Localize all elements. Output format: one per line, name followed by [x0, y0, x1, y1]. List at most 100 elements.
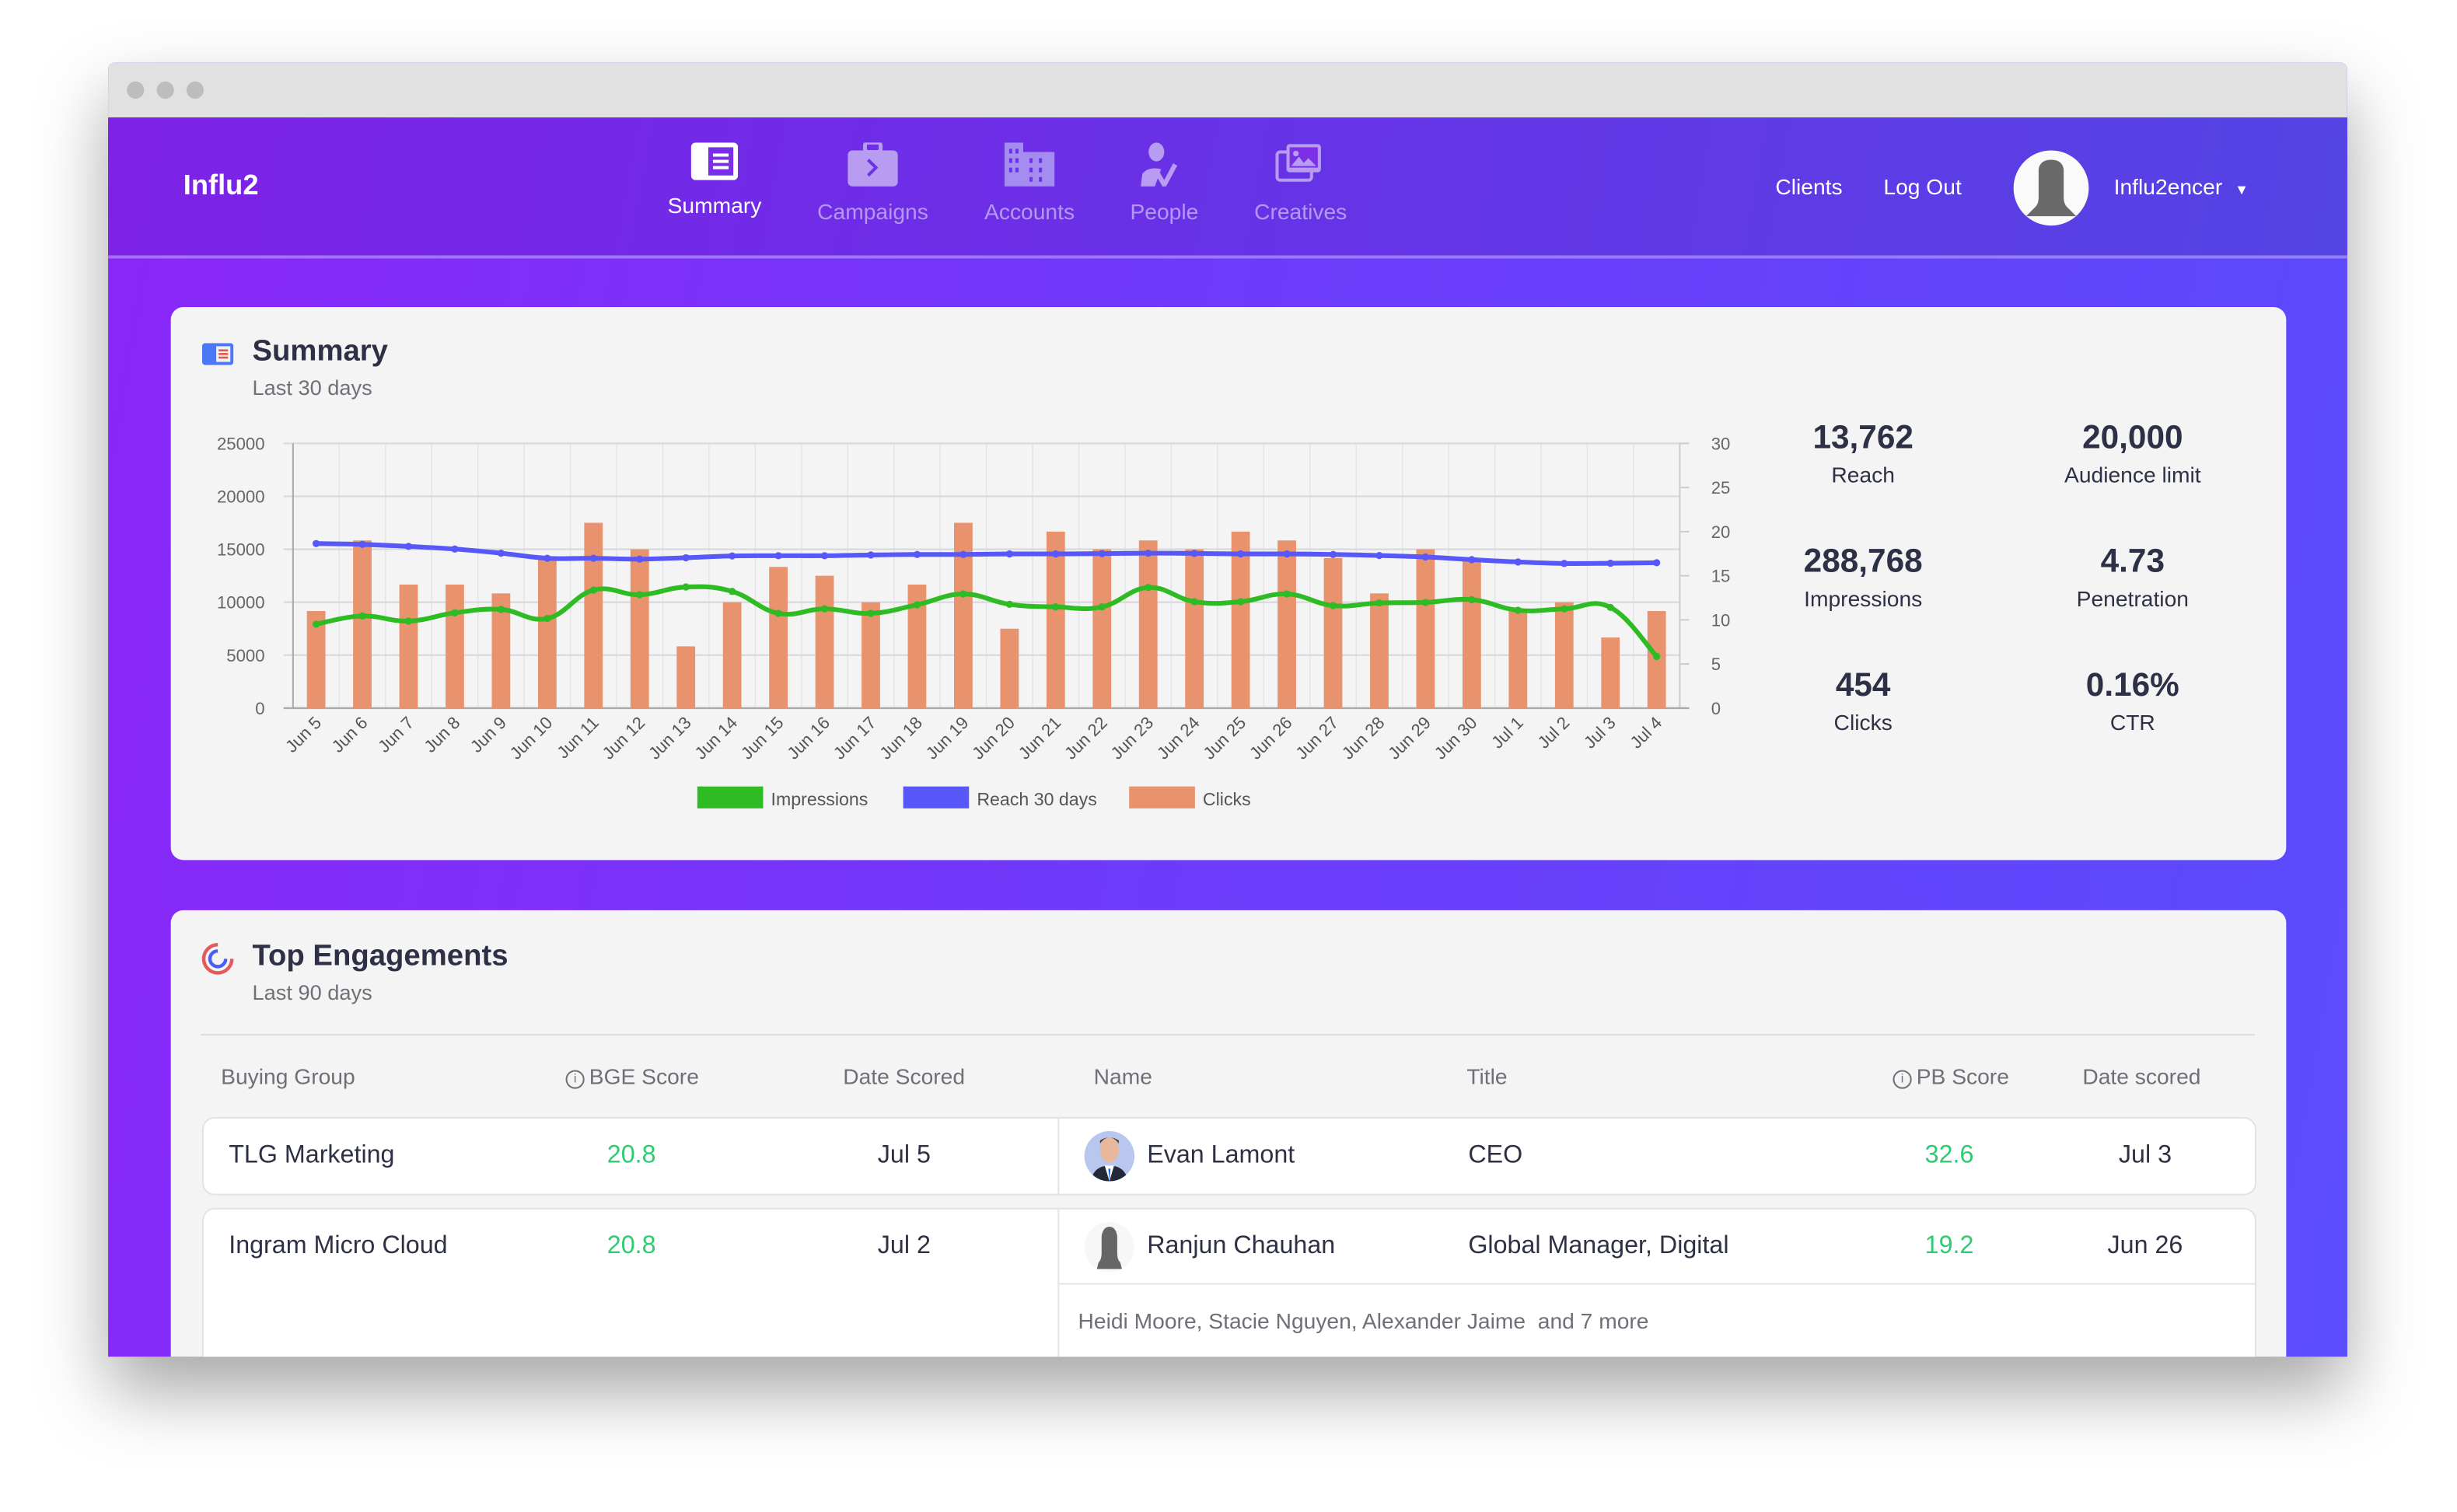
point-reach-30-days	[1329, 550, 1337, 558]
maximize-window-button[interactable]	[186, 81, 204, 99]
nav-label: Accounts	[984, 198, 1075, 225]
x-axis-tick-label: Jun 20	[968, 713, 1019, 763]
left-axis-tick-label: 5000	[226, 646, 264, 665]
x-axis-tick-label: Jun 16	[783, 713, 834, 763]
point-reach-30-days	[1561, 560, 1568, 567]
summary-icon	[690, 142, 739, 180]
x-axis-tick-label: Jul 4	[1626, 713, 1665, 753]
x-axis-tick-label: Jun 11	[553, 713, 603, 763]
bar-clicks	[1462, 557, 1481, 708]
right-axis-tick-label: 20	[1711, 522, 1731, 542]
person-name[interactable]: Ranjun Chauhan	[1147, 1233, 1336, 1260]
point-reach-30-days	[867, 551, 875, 559]
point-reach-30-days	[451, 545, 459, 553]
info-icon[interactable]: i	[1893, 1070, 1912, 1089]
point-reach-30-days	[543, 554, 551, 562]
person-avatar[interactable]	[1084, 1221, 1135, 1273]
person-date-scored: Jul 3	[2118, 1142, 2172, 1169]
nav-creatives[interactable]: Creatives	[1230, 142, 1371, 224]
header-buying-group[interactable]: Buying Group	[221, 1063, 355, 1089]
card-title: Top Engagements	[252, 940, 509, 973]
point-reach-30-days	[1052, 550, 1060, 558]
stat-value: 13,762	[1812, 420, 1914, 456]
point-impressions	[1468, 595, 1476, 604]
header-date-scored-person[interactable]: Date scored	[2082, 1063, 2201, 1089]
person-avatar[interactable]	[1084, 1131, 1135, 1182]
x-axis-tick-label: Jun 6	[328, 713, 372, 756]
point-reach-30-days	[589, 554, 597, 562]
point-impressions	[774, 609, 782, 617]
person-silhouette-icon	[1096, 1226, 1122, 1269]
person-date-scored: Jun 26	[2107, 1233, 2183, 1260]
point-impressions	[358, 612, 366, 620]
row-divider	[1057, 1118, 1060, 1194]
point-reach-30-days	[404, 543, 413, 550]
close-window-button[interactable]	[127, 81, 145, 99]
point-impressions	[1005, 600, 1013, 609]
point-reach-30-days	[682, 553, 690, 562]
card-subtitle: Last 30 days	[252, 375, 372, 400]
header-name[interactable]: Name	[1093, 1063, 1152, 1089]
point-impressions	[636, 591, 644, 599]
bar-clicks	[1370, 593, 1389, 708]
minimize-window-button[interactable]	[156, 81, 174, 99]
point-impressions	[1329, 602, 1337, 609]
x-axis-tick-label: Jun 30	[1431, 713, 1481, 763]
nav-summary[interactable]: Summary	[644, 142, 785, 218]
legend-label-impressions: Impressions	[771, 789, 869, 809]
buying-group[interactable]: Ingram Micro Cloud	[229, 1233, 448, 1260]
x-axis-tick-label: Jul 3	[1580, 713, 1620, 753]
left-axis-tick-label: 0	[255, 699, 264, 718]
logout-link[interactable]: Log Out	[1883, 173, 1962, 199]
header-pb-score[interactable]: i PB Score	[1893, 1063, 2009, 1089]
legend-swatch-reach-30-days	[903, 786, 970, 808]
stat-value: 20,000	[2082, 420, 2183, 456]
x-axis-tick-label: Jun 18	[876, 713, 926, 763]
person-photo-icon	[1090, 1137, 1129, 1182]
table-row[interactable]: TLG Marketing 20.8 Jul 5 Evan Lamont CEO…	[201, 1116, 2257, 1196]
bar-clicks	[1138, 540, 1158, 708]
info-icon[interactable]: i	[565, 1070, 585, 1089]
left-axis-tick-label: 25000	[217, 434, 265, 453]
header-title[interactable]: Title	[1466, 1063, 1508, 1089]
point-impressions	[913, 601, 921, 609]
nav-people[interactable]: People	[1094, 142, 1235, 224]
user-menu[interactable]: Influ2encer ▼	[2114, 174, 2249, 199]
stat-clicks: 454 Clicks	[1707, 668, 2020, 735]
point-impressions	[1514, 606, 1522, 614]
point-reach-30-days	[774, 552, 782, 560]
card-subtitle: Last 90 days	[252, 980, 372, 1004]
table-row[interactable]: Ingram Micro Cloud 20.8 Jul 2 Ranjun Cha…	[201, 1207, 2257, 1357]
divider	[200, 1034, 2256, 1036]
point-impressions	[1236, 598, 1245, 606]
nav-accounts[interactable]: Accounts	[959, 142, 1099, 224]
bar-clicks	[1323, 557, 1343, 708]
right-axis-tick-label: 30	[1711, 434, 1731, 453]
stat-value: 288,768	[1803, 543, 1923, 580]
point-impressions	[729, 588, 736, 595]
point-reach-30-days	[1375, 551, 1383, 560]
x-axis-tick-label: Jun 26	[1246, 713, 1296, 763]
buying-group[interactable]: TLG Marketing	[229, 1142, 395, 1169]
point-impressions	[1653, 652, 1661, 661]
point-impressions	[312, 620, 320, 628]
x-axis-tick-label: Jun 9	[467, 713, 510, 756]
stat-value: 4.73	[2100, 543, 2165, 580]
person-name[interactable]: Evan Lamont	[1147, 1142, 1295, 1169]
x-axis-tick-label: Jun 29	[1384, 713, 1435, 763]
stat-audience-limit: 20,000 Audience limit	[1976, 420, 2289, 487]
point-reach-30-days	[497, 549, 505, 557]
clients-link[interactable]: Clients	[1775, 173, 1843, 199]
summary-chart: 25000 20000 15000 10000 5000 0 30 25 20 15 10 5 0 Jun…	[217, 434, 1731, 809]
header-date-scored[interactable]: Date Scored	[843, 1063, 966, 1089]
x-axis-tick-label: Jun 14	[691, 713, 742, 763]
x-axis-tick-label: Jun 24	[1153, 713, 1204, 763]
bar-clicks	[769, 567, 788, 708]
nav-campaigns[interactable]: Campaigns	[802, 142, 943, 224]
more-people-link[interactable]: Heidi Moore, Stacie Nguyen, Alexander Ja…	[1078, 1308, 1649, 1334]
building-icon	[1004, 142, 1055, 187]
user-avatar[interactable]	[2013, 150, 2089, 226]
logo[interactable]: Influ2	[183, 169, 259, 201]
header-bge-score[interactable]: i BGE Score	[565, 1063, 699, 1089]
legend-label-clicks: Clicks	[1203, 789, 1251, 809]
